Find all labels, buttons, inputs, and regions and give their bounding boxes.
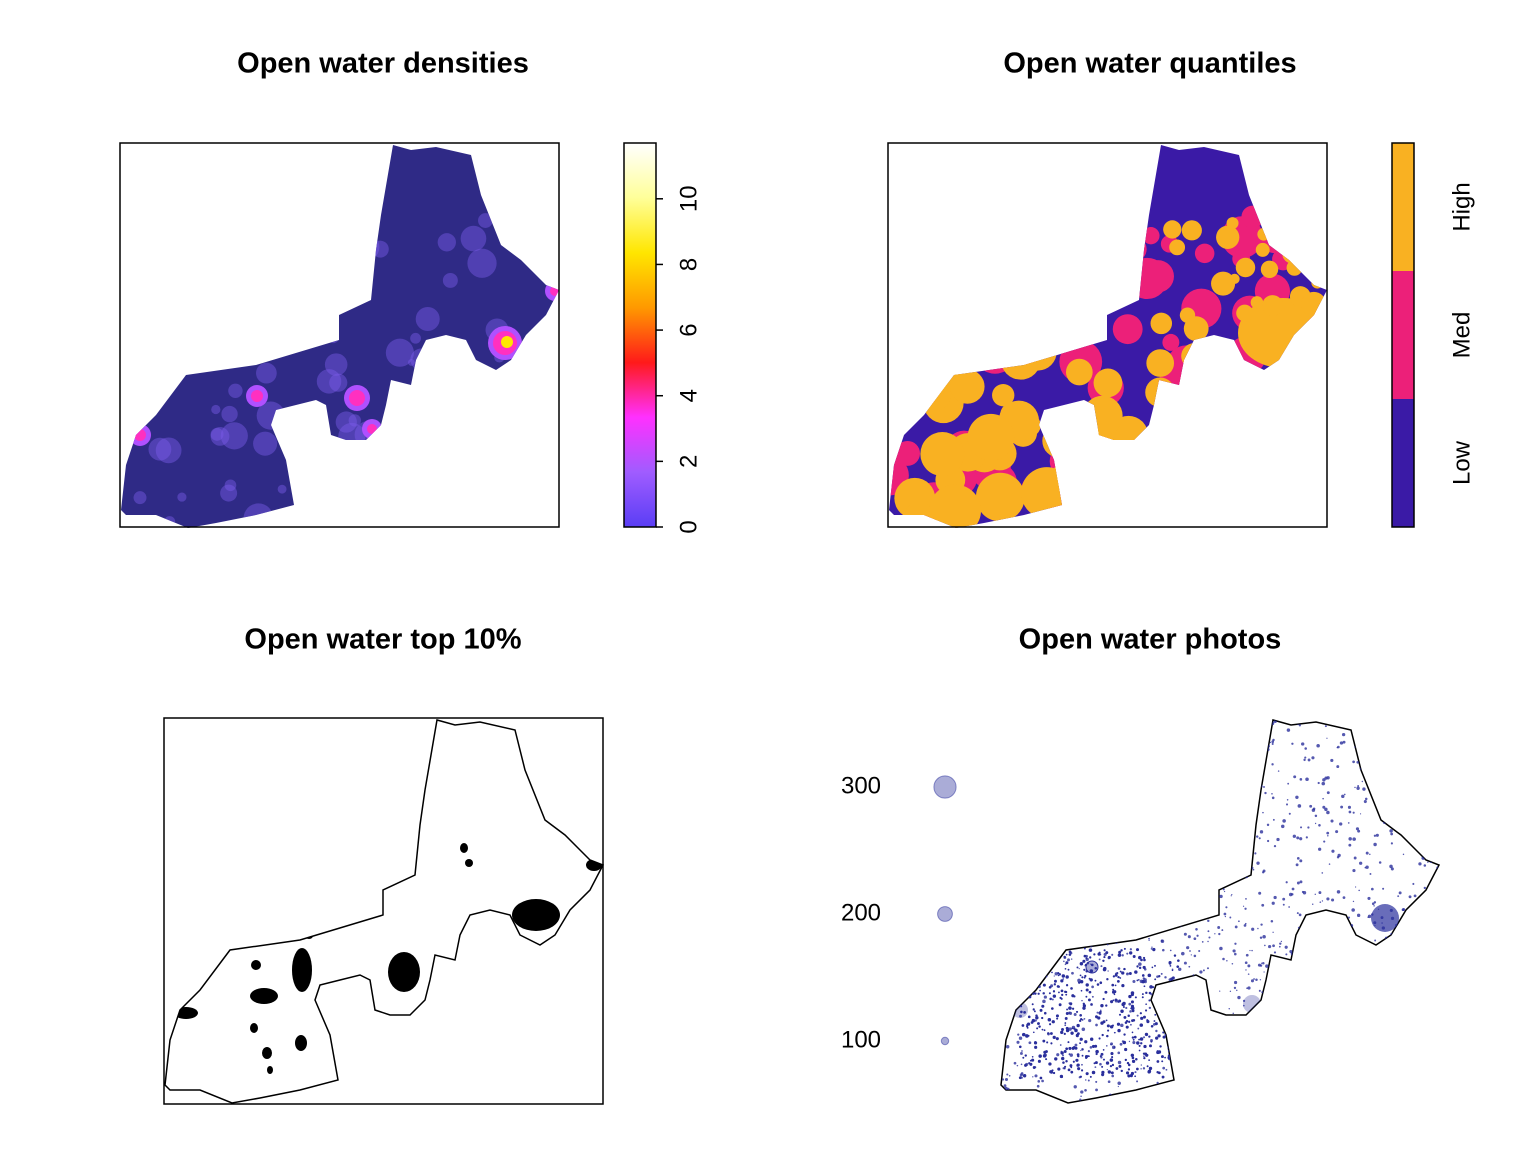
size-legend: 100 200 300 [841, 772, 957, 1053]
quantile-map [887, 142, 1328, 528]
size-legend-symbol [933, 775, 957, 799]
size-legend-label: 300 [841, 772, 881, 799]
panel-title: Open water photos [1019, 624, 1282, 656]
photo-map [1000, 719, 1440, 1104]
colorbar-tick-label: 10 [675, 185, 702, 212]
colorbar-tick-label: 8 [675, 258, 702, 271]
panel-title: Open water densities [237, 48, 529, 80]
colorbar-tick-label: 2 [675, 455, 702, 468]
density-map [119, 142, 560, 528]
colorbar-tick-label: 4 [675, 389, 702, 402]
panel-title: Open water top 10% [244, 624, 521, 656]
legend-swatch [1392, 143, 1414, 271]
legend-swatch [1392, 271, 1414, 399]
quantile-legend: Low Med High [1391, 142, 1475, 528]
colorbar-tick-label: 0 [675, 520, 702, 533]
top-map [163, 717, 604, 1105]
colorbar-tick-label: 6 [675, 323, 702, 336]
legend-label: Med [1448, 312, 1475, 359]
colorbar: 0 2 4 6 8 10 [623, 142, 702, 534]
legend-label: High [1448, 182, 1475, 231]
size-legend-symbol [937, 906, 953, 922]
size-legend-symbol [940, 1036, 950, 1046]
legend-swatch [1392, 399, 1414, 527]
size-legend-label: 200 [841, 899, 881, 926]
legend-label: Low [1448, 440, 1475, 485]
panel-title: Open water quantiles [1003, 48, 1296, 80]
size-legend-label: 100 [841, 1026, 881, 1053]
